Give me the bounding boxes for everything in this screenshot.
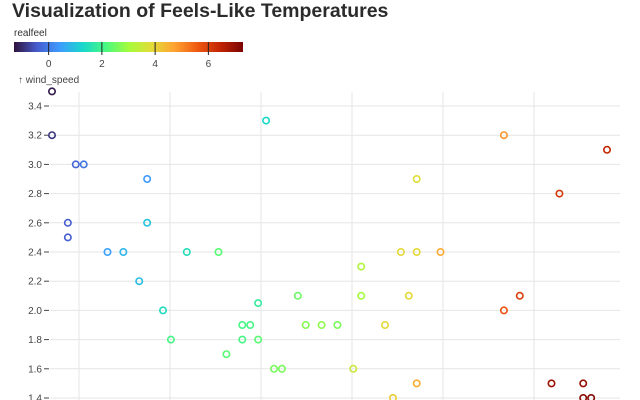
- y-tick-label: 2.0: [28, 306, 42, 317]
- scatter-point: [555, 189, 564, 198]
- y-tick-label: 2.4: [28, 248, 42, 259]
- scatter-point: [262, 116, 271, 125]
- legend-tick-label: 2: [99, 59, 105, 70]
- y-tick-label: 3.0: [28, 160, 42, 171]
- y-tick-label: 3.4: [28, 102, 42, 113]
- y-tick-label: 2.8: [28, 189, 42, 200]
- scatter-point: [143, 218, 152, 227]
- y-tick-label: 2.2: [28, 277, 42, 288]
- scatter-point: [246, 320, 255, 329]
- scatter-point: [499, 306, 508, 315]
- scatter-point: [214, 248, 223, 257]
- scatter-point: [47, 87, 56, 96]
- scatter-point: [277, 364, 286, 373]
- scatter-point: [396, 248, 405, 257]
- scatter-point: [301, 320, 310, 329]
- scatter-point: [293, 291, 302, 300]
- y-tick-label: 1.6: [28, 364, 42, 375]
- legend-tick-label: 6: [206, 59, 212, 70]
- scatter-point: [254, 335, 263, 344]
- scatter-point: [499, 131, 508, 140]
- scatter-point: [333, 320, 342, 329]
- scatter-point: [587, 394, 596, 400]
- scatter-point: [182, 248, 191, 257]
- scatter-point: [79, 160, 88, 169]
- scatter-point: [47, 131, 56, 140]
- scatter-point: [269, 364, 278, 373]
- scatter-point: [238, 335, 247, 344]
- color-legend: realfeel 0 2 4 6: [14, 28, 243, 70]
- scatter-point: [547, 379, 556, 388]
- scatter-point: [222, 350, 231, 359]
- chart-title: Visualization of Feels-Like Temperatures: [12, 0, 389, 22]
- legend-color-bar: [14, 42, 243, 52]
- legend-tick-label: 0: [46, 59, 52, 70]
- scatter-point: [380, 320, 389, 329]
- y-tick-label: 1.8: [28, 335, 42, 346]
- scatter-point: [412, 379, 421, 388]
- scatter-point: [119, 248, 128, 257]
- y-tick-label: 2.6: [28, 218, 42, 229]
- scatter-point: [159, 306, 168, 315]
- scatter-point: [436, 248, 445, 257]
- scatter-point: [579, 394, 588, 400]
- scatter-point: [412, 175, 421, 184]
- legend-title: realfeel: [14, 28, 47, 39]
- y-tick-label: 1.4: [28, 394, 42, 400]
- scatter-point: [63, 233, 72, 242]
- scatter-point: [349, 364, 358, 373]
- scatter-point: [388, 394, 397, 400]
- legend-tick-label: 4: [152, 59, 158, 70]
- scatter-point: [317, 320, 326, 329]
- scatter-point: [143, 175, 152, 184]
- scatter-point: [166, 335, 175, 344]
- scatter-point: [357, 291, 366, 300]
- scatter-point: [63, 218, 72, 227]
- scatter-point: [602, 145, 611, 154]
- scatter-point: [357, 262, 366, 271]
- y-tick-label: 3.2: [28, 131, 42, 142]
- scatter-point: [71, 160, 80, 169]
- scatter-point: [103, 248, 112, 257]
- scatter-point: [254, 299, 263, 308]
- scatter-point: [404, 291, 413, 300]
- scatter-point: [135, 277, 144, 286]
- scatter-point: [515, 291, 524, 300]
- scatter-point: [238, 320, 247, 329]
- scatter-point: [412, 248, 421, 257]
- scatter-point: [579, 379, 588, 388]
- y-axis-label: ↑ wind_speed: [18, 75, 79, 86]
